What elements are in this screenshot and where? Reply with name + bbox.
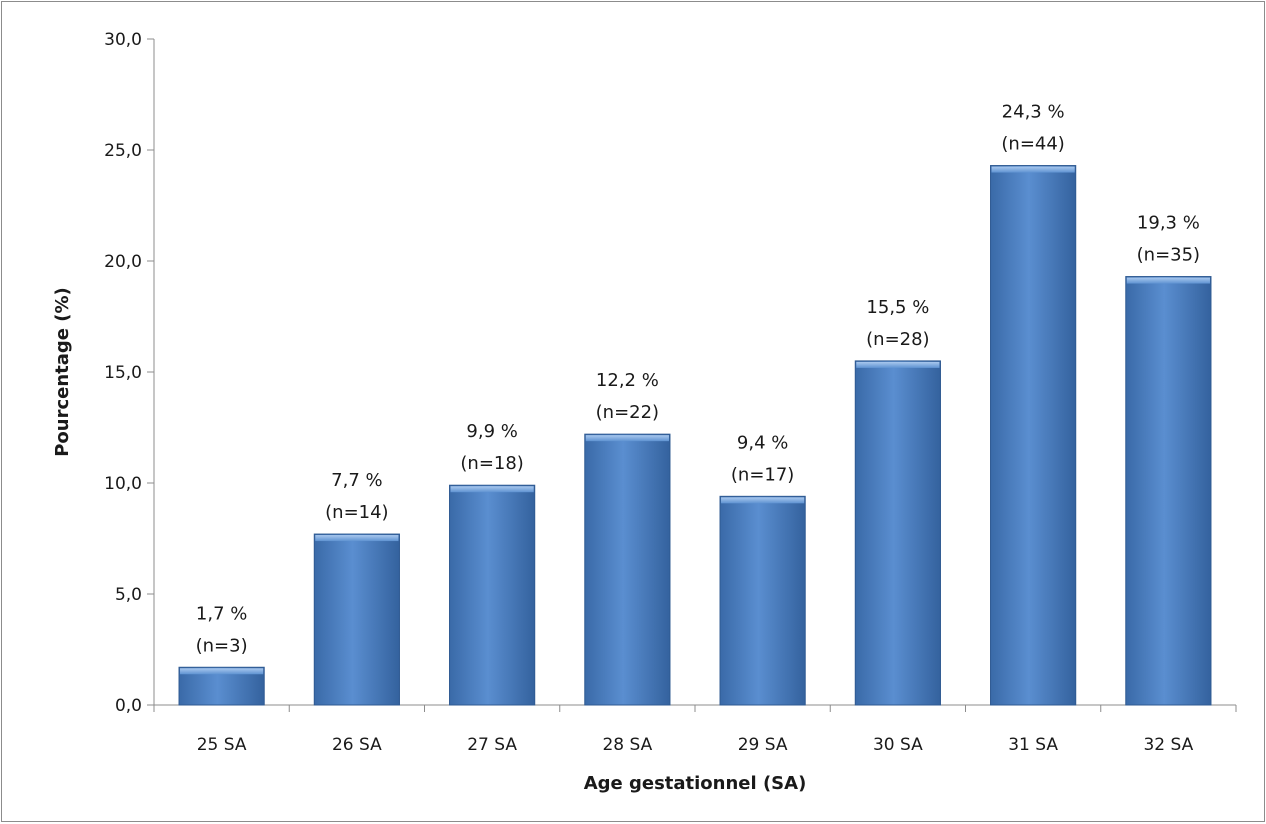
x-axis-ticks: 25 SA 26 SA 27 SA 28 SA 29 SA 30 SA 31 SA 32 SA	[153, 705, 1237, 755]
bar	[313, 533, 400, 706]
data-labels-group: 1,7 % (n=3) 7,7 % (n=14) 9,9 % (n=18) 12,2 % (n…	[196, 102, 1200, 657]
y-axis-title: Pourcentage (%)	[52, 287, 73, 457]
x-tick-label: 32 SA	[1143, 735, 1193, 755]
data-label-count: (n=3)	[196, 635, 248, 656]
data-label-count: (n=28)	[866, 329, 929, 350]
data-label-percent: 1,7 %	[196, 603, 247, 624]
data-label-count: (n=14)	[325, 502, 388, 523]
bar-highlight	[180, 668, 264, 675]
x-tick-label: 30 SA	[873, 735, 923, 755]
data-label-count: (n=22)	[596, 402, 659, 423]
data-label-percent: 15,5 %	[866, 297, 929, 318]
bar-highlight	[585, 435, 669, 442]
bar-highlight	[991, 166, 1075, 173]
x-tick-label: 31 SA	[1008, 735, 1058, 755]
bar	[584, 433, 671, 706]
x-tick-label: 26 SA	[332, 735, 382, 755]
data-label-percent: 19,3 %	[1137, 213, 1200, 234]
x-tick-label: 28 SA	[602, 735, 652, 755]
data-label-count: (n=35)	[1137, 245, 1200, 266]
x-axis-title: Age gestationnel (SA)	[584, 773, 807, 794]
y-axis-ticks: 0,0 5,0 10,0 15,0 20,0 25,0 30,0	[104, 30, 154, 716]
y-tick-label: 5,0	[115, 585, 142, 605]
x-tick-label: 25 SA	[197, 735, 247, 755]
data-label-percent: 7,7 %	[331, 470, 382, 491]
data-label-count: (n=44)	[1001, 134, 1064, 155]
data-label-percent: 9,9 %	[466, 421, 517, 442]
bar-highlight	[450, 486, 534, 493]
y-tick-label: 20,0	[104, 252, 142, 272]
y-tick-label: 0,0	[115, 696, 142, 716]
bar	[1125, 276, 1212, 706]
y-tick-label: 30,0	[104, 30, 142, 50]
bar	[854, 360, 941, 706]
bars-group	[178, 165, 1212, 706]
bar-highlight	[856, 361, 940, 368]
data-label-percent: 12,2 %	[596, 370, 659, 391]
y-tick-label: 15,0	[104, 363, 142, 383]
bar-highlight	[721, 497, 805, 504]
x-tick-label: 27 SA	[467, 735, 517, 755]
x-tick-label: 29 SA	[738, 735, 788, 755]
data-label-percent: 9,4 %	[737, 432, 788, 453]
data-label-count: (n=17)	[731, 464, 794, 485]
data-label-percent: 24,3 %	[1002, 102, 1065, 123]
bar-highlight	[315, 535, 399, 542]
bar-highlight	[1126, 277, 1210, 284]
y-tick-label: 25,0	[104, 141, 142, 161]
y-tick-label: 10,0	[104, 474, 142, 494]
bar	[719, 495, 806, 706]
bar	[990, 165, 1077, 706]
bar	[449, 484, 536, 706]
data-label-count: (n=18)	[460, 453, 523, 474]
